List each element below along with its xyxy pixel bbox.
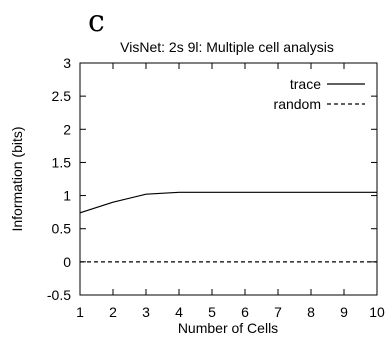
y-axis-label: Information (bits) bbox=[9, 126, 25, 231]
y-tick-label: 1 bbox=[63, 188, 71, 204]
y-tick-label: 0.5 bbox=[52, 221, 72, 237]
x-tick-label: 5 bbox=[208, 304, 216, 320]
legend-label-random: random bbox=[274, 96, 321, 112]
x-tick-label: 1 bbox=[76, 304, 84, 320]
x-tick-label: 8 bbox=[307, 304, 315, 320]
x-tick-label: 3 bbox=[142, 304, 150, 320]
x-tick-label: 6 bbox=[241, 304, 249, 320]
x-tick-label: 7 bbox=[274, 304, 282, 320]
x-axis-label: Number of Cells bbox=[178, 320, 278, 336]
panel-letter: c bbox=[88, 4, 105, 39]
chart-title: VisNet: 2s 9l: Multiple cell analysis bbox=[120, 39, 334, 55]
y-tick-label: 1.5 bbox=[52, 154, 72, 170]
axis-ticks: 1 2 3 4 5 6 7 8 9 10 -0.5 0 0.5 1 1.5 2 2.5 3 bbox=[47, 55, 385, 320]
plot-frame bbox=[79, 62, 378, 296]
series-line-trace bbox=[79, 191, 377, 214]
y-tick-label: -0.5 bbox=[47, 287, 71, 303]
x-tick-label: 2 bbox=[109, 304, 117, 320]
x-tick-label: 9 bbox=[340, 304, 348, 320]
data-series bbox=[79, 191, 377, 263]
legend-label-trace: trace bbox=[290, 76, 321, 92]
x-tick-label: 10 bbox=[369, 304, 385, 320]
y-tick-label: 0 bbox=[63, 254, 71, 270]
y-tick-label: 3 bbox=[63, 55, 71, 71]
y-tick-label: 2.5 bbox=[52, 88, 72, 104]
y-tick-label: 2 bbox=[63, 121, 71, 137]
x-tick-label: 4 bbox=[175, 304, 183, 320]
legend: trace random bbox=[274, 76, 365, 112]
